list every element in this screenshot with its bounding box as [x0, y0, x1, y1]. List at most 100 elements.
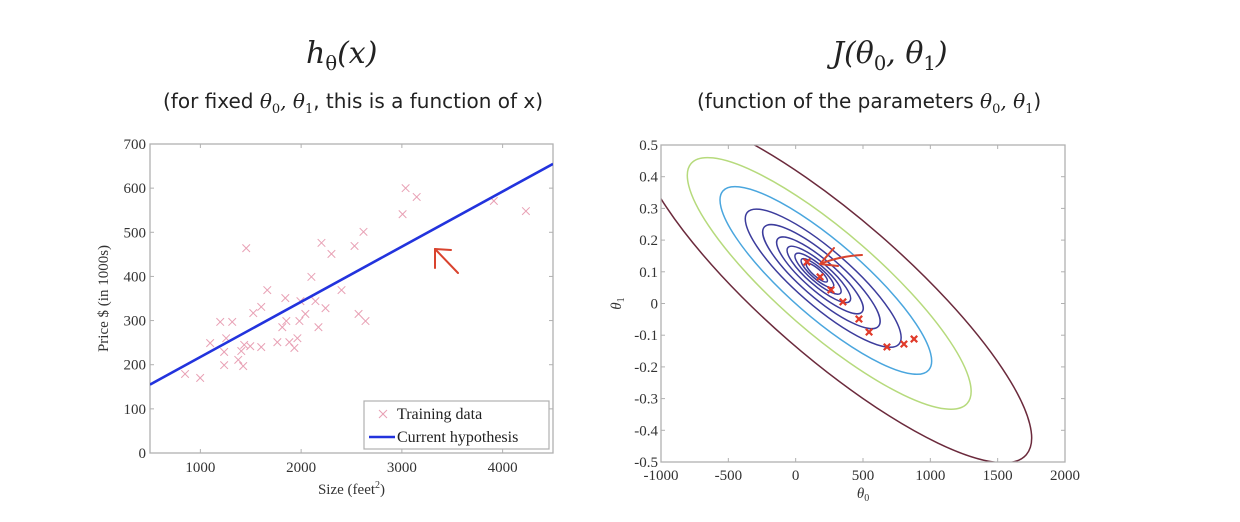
training-point-stroke	[327, 249, 336, 259]
training-point-stroke	[350, 241, 359, 251]
training-point	[295, 316, 304, 326]
x-axis-label: θ0	[857, 486, 869, 504]
training-point-stroke	[359, 227, 368, 236]
legend-box	[363, 400, 550, 450]
descent-point	[865, 328, 874, 337]
training-point-stroke	[489, 196, 499, 206]
annotation-arrow	[819, 247, 863, 267]
training-point	[282, 316, 291, 326]
training-point	[350, 241, 359, 251]
descent-point	[803, 257, 811, 266]
y-tick-label: 0.4	[639, 170, 658, 186]
hypothesis-line	[150, 162, 553, 386]
training-point	[257, 342, 266, 352]
training-point-stroke	[219, 347, 229, 357]
right-subtitle-math: θ0, θ1	[980, 89, 1034, 117]
training-point	[228, 317, 237, 327]
descent-point-stroke	[865, 328, 874, 337]
descent-point-stroke	[854, 315, 863, 324]
left-subtitle-math: θ0, θ1	[259, 89, 314, 117]
training-point-stroke	[257, 302, 266, 312]
training-point-stroke	[361, 316, 370, 326]
training-point-stroke	[257, 342, 266, 352]
x-tick-label: -1000	[644, 468, 679, 484]
training-point-stroke	[228, 317, 237, 327]
training-point-stroke	[301, 309, 310, 319]
training-point-stroke	[321, 304, 330, 313]
y-tick-label: 0.3	[639, 201, 658, 217]
training-point-stroke	[239, 361, 248, 371]
training-point-stroke	[307, 272, 316, 282]
training-point	[311, 296, 320, 306]
left-title-sub: θ	[325, 52, 338, 75]
arrow-shaft	[434, 248, 459, 274]
x-tick-label: 1500	[983, 468, 1013, 484]
descent-point-stroke	[838, 297, 847, 306]
training-point	[321, 304, 330, 313]
training-point-stroke	[216, 317, 225, 327]
training-point-stroke	[282, 316, 291, 326]
y-tick-label: -0.1	[634, 328, 658, 344]
contour-area	[661, 145, 1033, 462]
training-point-stroke	[219, 361, 229, 370]
training-point-stroke	[295, 316, 304, 326]
contour-line	[744, 208, 902, 349]
contour-line	[775, 236, 864, 315]
descent-point-stroke	[816, 272, 825, 281]
y-tick-label: 200	[124, 358, 147, 374]
descent-point	[838, 297, 847, 306]
left-title: hθ(x)	[306, 36, 377, 75]
y-tick-label: 400	[124, 269, 147, 285]
training-point-stroke	[222, 334, 231, 343]
descent-point-stroke	[910, 335, 919, 343]
right-subtitle: (function of the parameters θ0, θ1)	[697, 89, 1041, 117]
training-point	[361, 316, 370, 326]
descent-point	[882, 342, 891, 351]
training-point-stroke	[242, 244, 251, 253]
training-point-stroke	[290, 343, 299, 353]
x-tick-label: 1000	[185, 460, 215, 476]
legend: Training data Current hypothesis	[363, 400, 550, 450]
training-point	[246, 342, 255, 351]
training-point	[237, 346, 246, 356]
x-tick-label: 4000	[488, 460, 518, 476]
x-tick-label: -500	[715, 468, 743, 484]
legend-label-training: Training data	[397, 406, 482, 423]
training-point-stroke	[293, 334, 302, 343]
training-point	[293, 334, 302, 343]
right-subtitle-pre: (function of the parameters	[697, 89, 981, 113]
training-point-stroke	[317, 238, 326, 248]
training-point	[317, 238, 326, 248]
contour-line	[794, 252, 842, 295]
y-tick-label: 600	[124, 181, 147, 197]
training-point-stroke	[263, 285, 272, 295]
training-point	[249, 308, 258, 318]
y-axis-label: Price $ (in 1000s)	[96, 245, 112, 352]
training-point	[273, 338, 282, 347]
training-point-stroke	[337, 285, 346, 295]
training-point	[327, 249, 336, 259]
x-tick-label: 0	[792, 468, 800, 484]
x-tick-label: 2000	[1050, 468, 1080, 484]
training-point	[301, 309, 310, 319]
y-tick-label: -0.5	[634, 455, 658, 471]
training-point	[281, 293, 290, 303]
training-point-stroke	[237, 346, 246, 356]
arrow-shaft	[819, 254, 863, 265]
y-tick-label: 300	[124, 314, 147, 330]
training-point	[257, 302, 266, 312]
y-tick-label: -0.4	[634, 423, 658, 439]
training-point	[398, 210, 407, 219]
training-point	[278, 323, 287, 332]
x-tick-label: 500	[852, 468, 875, 484]
descent-point	[899, 340, 908, 349]
training-point	[196, 373, 205, 383]
right-title: J(θ0, θ1)	[832, 36, 948, 75]
x-tick-label: 3000	[387, 460, 417, 476]
training-point	[354, 309, 363, 319]
training-point	[205, 338, 215, 348]
training-point-stroke	[285, 338, 294, 347]
annotation-arrow	[434, 248, 459, 274]
training-point-stroke	[401, 183, 410, 193]
training-point	[307, 272, 316, 282]
